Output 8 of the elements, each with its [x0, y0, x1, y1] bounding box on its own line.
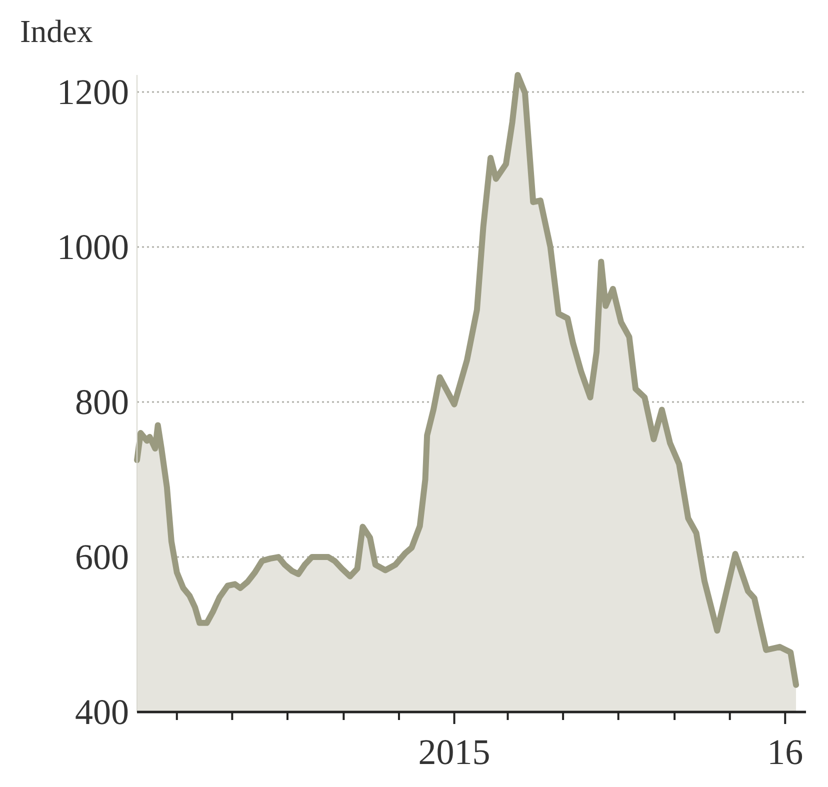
- y-tick-label: 600: [75, 537, 129, 578]
- y-tick-label: 400: [75, 692, 129, 732]
- x-tick-label: 16: [767, 732, 804, 772]
- y-tick-label: 1000: [57, 227, 129, 268]
- y-tick-label: 800: [75, 382, 129, 422]
- x-tick-label: 2015: [418, 732, 490, 772]
- y-tick-label: 1200: [57, 72, 129, 112]
- y-axis-title: Index: [20, 13, 93, 49]
